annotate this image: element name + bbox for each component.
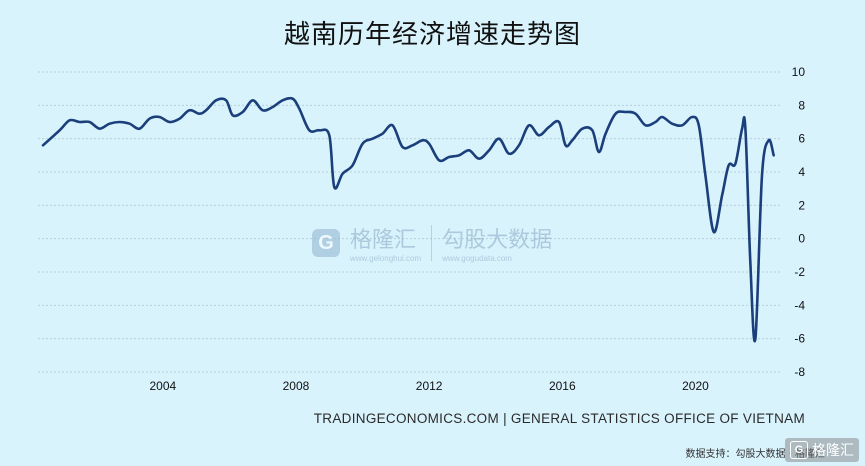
y-tick-label: 10 [792, 65, 806, 79]
y-tick-label: -6 [794, 332, 805, 346]
y-tick-label: 4 [798, 165, 805, 179]
x-tick-label: 2008 [283, 379, 310, 393]
gelonghui-logo-icon: G [312, 228, 340, 257]
x-tick-label: 2020 [682, 379, 709, 393]
watermark-brand: 格隆汇 [350, 228, 417, 253]
y-axis: 10 8 6 4 2 0 -2 -4 -6 -8 [792, 65, 806, 379]
watermark-partner-url: www.gogudata.com [442, 254, 512, 263]
watermark-divider [431, 224, 433, 261]
chart-title: 越南历年经济增速走势图 [283, 20, 581, 50]
y-tick-label: 8 [798, 98, 805, 112]
grid [38, 71, 782, 373]
y-tick-label: 2 [798, 198, 805, 212]
y-tick-label: 0 [798, 232, 805, 246]
y-tick-label: -8 [794, 365, 805, 379]
x-tick-label: 2004 [149, 379, 176, 393]
corner-logo: G 格隆汇 [785, 438, 859, 462]
watermark-brand-url: www.gelonghui.com [350, 254, 422, 263]
x-tick-label: 2012 [416, 379, 443, 393]
series-line [41, 96, 775, 343]
x-axis: 2004 2008 2012 2016 2020 [149, 379, 709, 393]
x-tick-label: 2016 [549, 379, 576, 393]
y-tick-label: -2 [794, 265, 805, 279]
corner-logo-icon: G [790, 441, 808, 459]
source-caption: TRADINGECONOMICS.COM | GENERAL STATISTIC… [313, 411, 805, 426]
y-tick-label: -4 [794, 298, 805, 312]
watermark: G 格隆汇 www.gelonghui.com 勾股大数据 www.goguda… [312, 222, 552, 263]
corner-logo-text: 格隆汇 [812, 443, 854, 459]
y-tick-label: 6 [798, 132, 805, 146]
watermark-partner: 勾股大数据 [442, 228, 553, 253]
data-support-note: 数据支持：勾股大数据 · 格隆汇 [685, 449, 825, 460]
